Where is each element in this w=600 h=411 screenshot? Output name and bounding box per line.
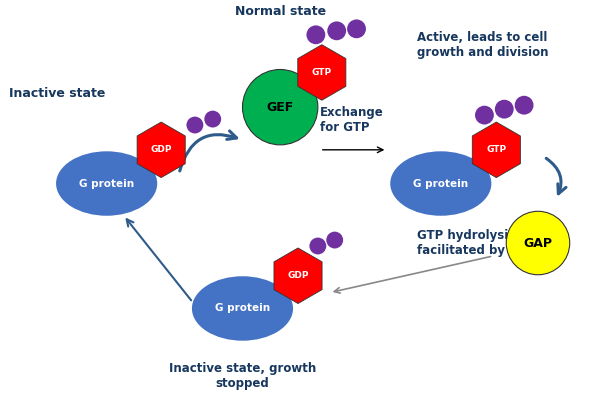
Text: Normal state: Normal state [235, 5, 326, 18]
Polygon shape [137, 122, 185, 178]
Text: G protein: G protein [79, 178, 134, 189]
Circle shape [205, 111, 221, 127]
Circle shape [475, 106, 494, 125]
Text: GTP hydrolysis
facilitated by GAP: GTP hydrolysis facilitated by GAP [417, 229, 536, 257]
Circle shape [310, 238, 326, 254]
Circle shape [327, 21, 346, 40]
Circle shape [326, 232, 343, 249]
Circle shape [347, 19, 366, 38]
Text: GDP: GDP [287, 271, 309, 280]
Text: Exchange
for GTP: Exchange for GTP [320, 106, 383, 134]
Circle shape [495, 100, 514, 119]
Text: GTP: GTP [312, 68, 332, 77]
Circle shape [515, 96, 533, 115]
Circle shape [506, 211, 570, 275]
Text: GTP: GTP [486, 145, 506, 154]
Text: Inactive state, growth
stopped: Inactive state, growth stopped [169, 362, 316, 390]
Text: G protein: G protein [413, 178, 469, 189]
Text: GDP: GDP [151, 145, 172, 154]
Polygon shape [298, 45, 346, 100]
Text: Active, leads to cell
growth and division: Active, leads to cell growth and divisio… [417, 31, 548, 59]
Ellipse shape [192, 276, 293, 341]
Ellipse shape [390, 151, 491, 216]
Ellipse shape [56, 151, 157, 216]
Circle shape [307, 25, 325, 44]
Text: GEF: GEF [266, 101, 294, 114]
Text: Inactive state: Inactive state [10, 87, 106, 100]
Polygon shape [472, 122, 520, 178]
Circle shape [187, 117, 203, 134]
Polygon shape [274, 248, 322, 303]
Text: G protein: G protein [215, 303, 270, 314]
Circle shape [242, 69, 318, 145]
Text: GAP: GAP [523, 236, 553, 249]
